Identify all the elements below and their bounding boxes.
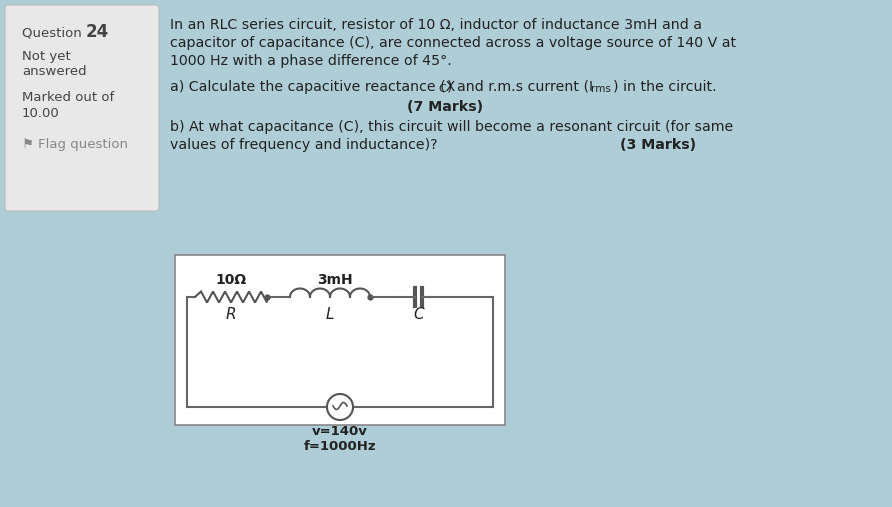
Text: 10.00: 10.00 [22,107,60,120]
Text: ⚑ Flag question: ⚑ Flag question [22,138,128,151]
Text: (7 Marks): (7 Marks) [407,100,483,114]
Text: In an RLC series circuit, resistor of 10 Ω, inductor of inductance 3mH and a: In an RLC series circuit, resistor of 10… [170,18,702,32]
Text: b) At what capacitance (C), this circuit will become a resonant circuit (for sam: b) At what capacitance (C), this circuit… [170,120,733,134]
Text: C: C [413,307,424,322]
Circle shape [327,394,353,420]
Text: v=140v: v=140v [312,425,368,438]
Text: L: L [326,307,334,322]
Text: capacitor of capacitance (C), are connected across a voltage source of 140 V at: capacitor of capacitance (C), are connec… [170,36,736,50]
Text: R: R [226,307,236,322]
Text: 1000 Hz with a phase difference of 45°.: 1000 Hz with a phase difference of 45°. [170,54,451,68]
FancyBboxPatch shape [175,255,505,425]
Text: rms: rms [591,84,611,94]
Text: C: C [438,84,446,94]
Text: (3 Marks): (3 Marks) [620,138,696,152]
FancyBboxPatch shape [5,5,159,211]
Text: Marked out of: Marked out of [22,91,114,104]
Text: ) and r.m.s current (I: ) and r.m.s current (I [447,80,593,94]
Text: values of frequency and inductance)?: values of frequency and inductance)? [170,138,438,152]
Text: 3mH: 3mH [318,273,353,287]
Text: 24: 24 [86,23,109,41]
Text: Question: Question [22,26,86,39]
Text: ) in the circuit.: ) in the circuit. [613,80,716,94]
Text: answered: answered [22,65,87,78]
Text: a) Calculate the capacitive reactance (X: a) Calculate the capacitive reactance (X [170,80,455,94]
Text: 10Ω: 10Ω [216,273,246,287]
Text: Not yet: Not yet [22,50,70,63]
Text: f=1000Hz: f=1000Hz [303,440,376,453]
